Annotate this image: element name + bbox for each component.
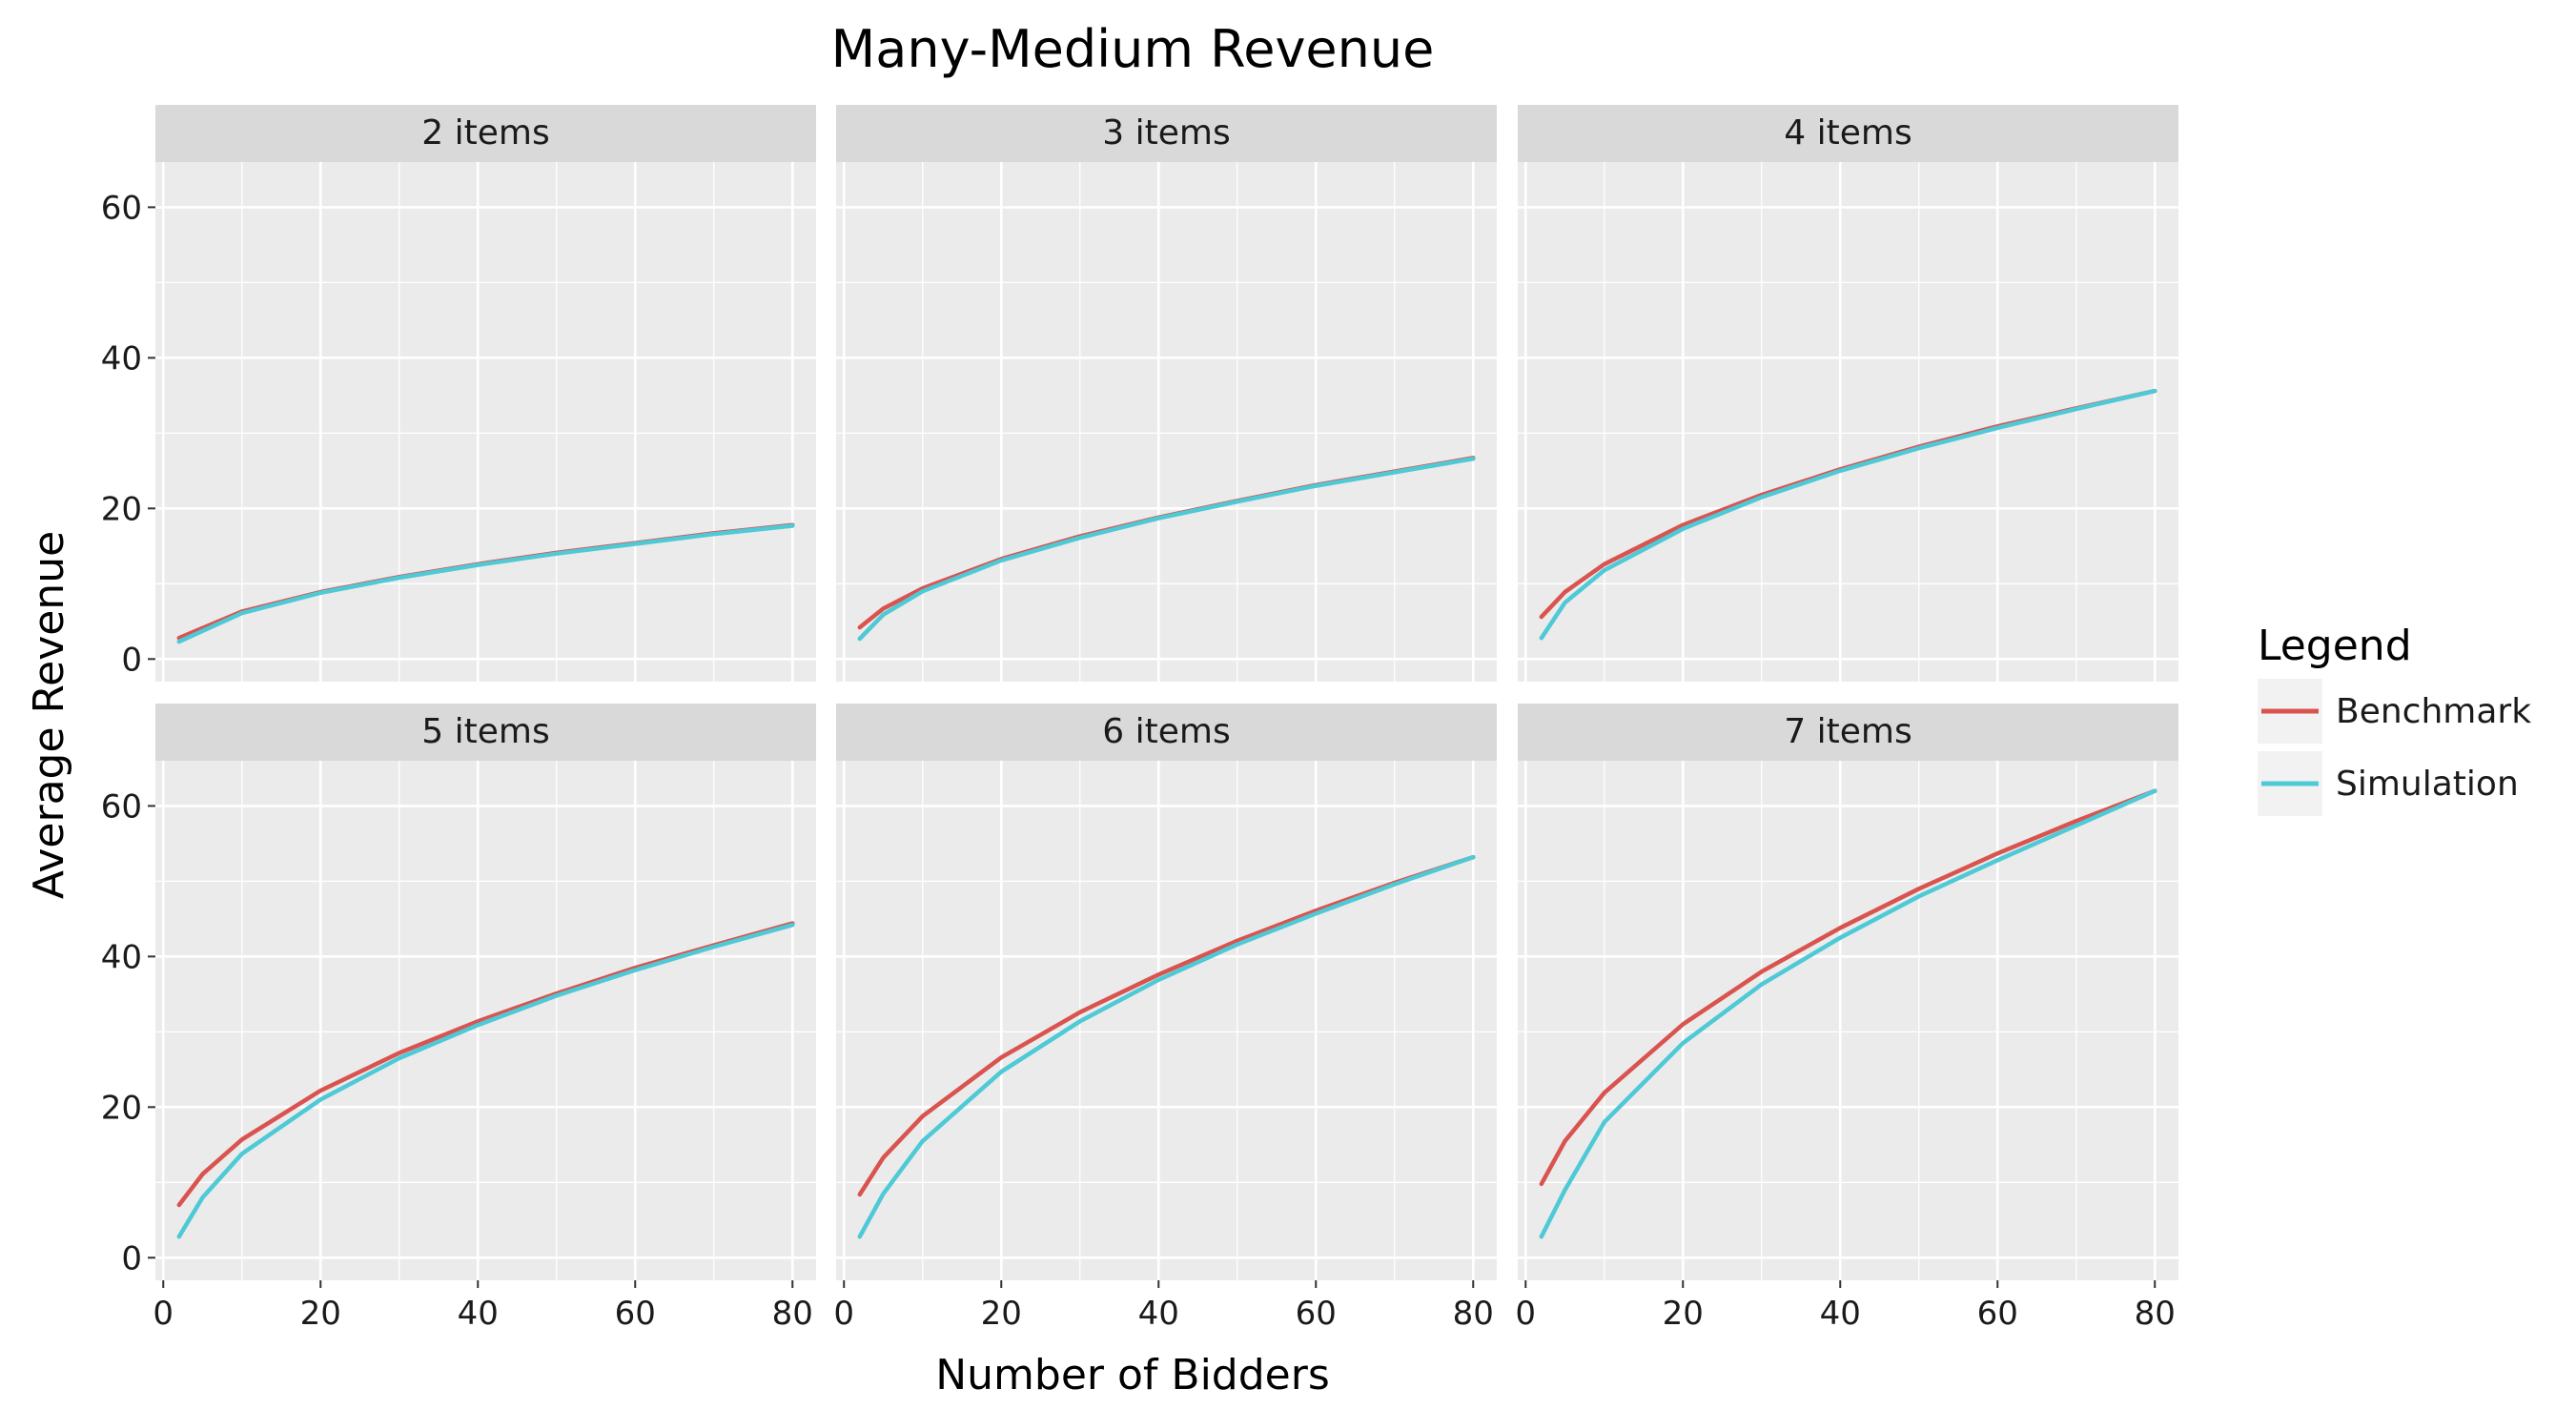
legend-label-benchmark: Benchmark: [2336, 692, 2531, 731]
series-line-simulation: [1539, 788, 2157, 1239]
x-tick-label: 0: [833, 1295, 854, 1333]
facet-panel-2: 3 items: [836, 105, 1497, 682]
series-line-simulation: [857, 456, 1476, 642]
facet-strip: [155, 105, 816, 162]
y-tick-label: 40: [101, 339, 142, 378]
legend-label-simulation: Simulation: [2336, 765, 2519, 804]
x-tick-label: 0: [1515, 1295, 1536, 1333]
facet-plot-area: [1518, 162, 2178, 682]
facet-plot-area: [155, 162, 816, 682]
facet-strip: [1518, 105, 2178, 162]
facets-layer: 2 items 0 20 40 60 3 items 4 items 5 items 0 20 40…: [101, 105, 2178, 1333]
facet-strip: [1518, 704, 2178, 761]
facet-plot-area: [836, 162, 1497, 682]
x-tick-label: 60: [1296, 1295, 1337, 1333]
series-line-simulation: [176, 523, 795, 644]
y-tick-label: 0: [121, 1239, 142, 1277]
x-tick-label: 40: [458, 1295, 499, 1333]
y-axis-label: Average Revenue: [25, 531, 73, 899]
series-line-simulation: [176, 922, 795, 1239]
y-tick-label: 60: [101, 189, 142, 227]
facet-label: 3 items: [1102, 113, 1230, 153]
x-tick-label: 20: [981, 1295, 1022, 1333]
y-tick-label: 0: [121, 641, 142, 679]
y-tick-label: 60: [101, 787, 142, 826]
y-tick-label: 40: [101, 938, 142, 976]
x-tick-label: 0: [153, 1295, 174, 1333]
facet-label: 2 items: [421, 113, 549, 153]
y-tick-label: 20: [101, 1089, 142, 1127]
facet-label: 5 items: [421, 712, 549, 751]
facet-label: 4 items: [1784, 113, 1912, 153]
legend-title: Legend: [2258, 622, 2412, 670]
facet-strip: [836, 704, 1497, 761]
chart-title: Many-Medium Revenue: [831, 19, 1435, 79]
series-line-simulation: [857, 854, 1476, 1239]
x-tick-label: 60: [615, 1295, 656, 1333]
series-line-simulation: [1539, 388, 2157, 641]
y-tick-label: 20: [101, 490, 142, 528]
x-tick-label: 80: [1453, 1295, 1494, 1333]
facet-panel-3: 4 items: [1518, 105, 2178, 682]
x-tick-label: 60: [1977, 1295, 2018, 1333]
x-tick-label: 40: [1820, 1295, 1861, 1333]
facet-plot-area: [1518, 761, 2178, 1280]
series-line-benchmark: [1539, 788, 2157, 1187]
legend: Legend Benchmark Simulation: [2258, 622, 2531, 816]
facet-strip: [155, 704, 816, 761]
facet-label: 7 items: [1784, 712, 1912, 751]
x-tick-label: 40: [1138, 1295, 1179, 1333]
facet-panel-6: 7 items 0 20 40 60 80: [1515, 704, 2178, 1333]
facet-panel-1: 2 items 0 20 40 60: [101, 105, 816, 682]
x-tick-label: 80: [772, 1295, 813, 1333]
x-tick-label: 80: [2135, 1295, 2176, 1333]
x-tick-label: 20: [300, 1295, 341, 1333]
facet-plot-area: [836, 761, 1497, 1280]
facet-panel-4: 5 items 0 20 40 60 0 20 40 60 80: [101, 704, 816, 1333]
x-tick-label: 20: [1663, 1295, 1704, 1333]
facet-strip: [836, 105, 1497, 162]
facet-label: 6 items: [1102, 712, 1230, 751]
facet-panel-5: 6 items 0 20 40 60 80: [833, 704, 1497, 1333]
x-axis-label: Number of Bidders: [935, 1351, 1330, 1399]
